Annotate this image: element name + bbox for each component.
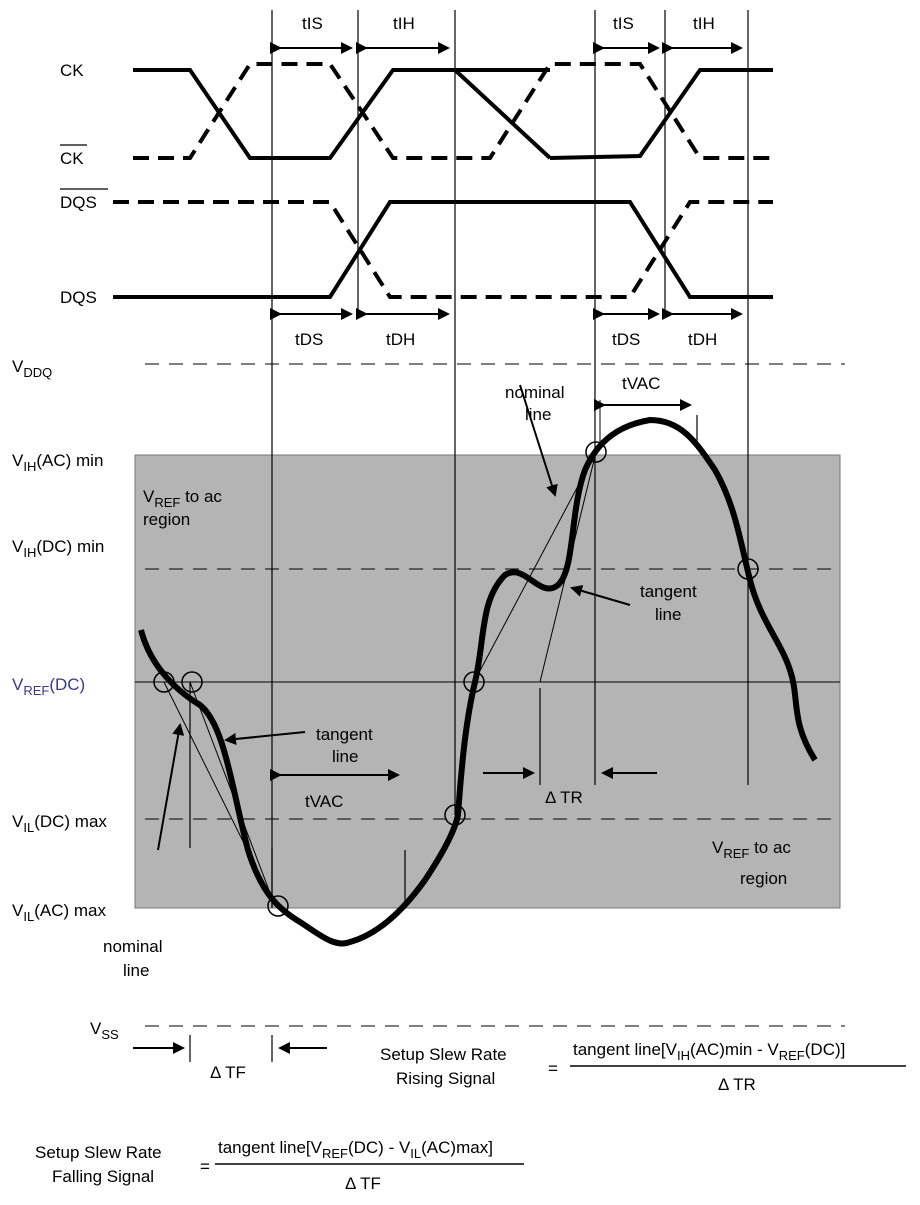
nominal-line-label-top: nominal bbox=[505, 383, 565, 402]
vertical-lines bbox=[189, 10, 749, 1062]
nominal-line-label-bottom-2: line bbox=[123, 961, 149, 980]
tih-label-2: tIH bbox=[693, 14, 715, 33]
falling-formula-label-1: Setup Slew Rate bbox=[35, 1143, 162, 1162]
delta-arrows bbox=[133, 767, 657, 1054]
vref-ac-top-label: VREF to ac bbox=[143, 487, 222, 510]
falling-formula-numerator: tangent line[VREF(DC) - VIL(AC)max] bbox=[218, 1138, 493, 1161]
tvac-label-bottom: tVAC bbox=[305, 792, 343, 811]
timing-arrows-top bbox=[270, 42, 743, 320]
rising-formula-label-2: Rising Signal bbox=[396, 1069, 495, 1088]
rising-formula-denominator: Δ TR bbox=[718, 1075, 756, 1094]
tvac-arrows bbox=[270, 399, 692, 781]
delta-tf-label: Δ TF bbox=[210, 1063, 246, 1082]
falling-signal-curve bbox=[138, 416, 818, 947]
tangent-line-label-right-2: line bbox=[655, 605, 681, 624]
ck-label: CK bbox=[60, 61, 84, 80]
vref-ac-bottom-label: VREF to ac bbox=[712, 838, 791, 861]
nominal-line-label-bottom: nominal bbox=[103, 937, 163, 956]
tds-label-1: tDS bbox=[295, 330, 323, 349]
intersection-markers bbox=[153, 441, 759, 917]
falling-formula-label-2: Falling Signal bbox=[52, 1167, 154, 1186]
vref-dc-label: VREF(DC) bbox=[12, 675, 85, 698]
vil-ac-label: VIL(AC) max bbox=[12, 901, 106, 924]
falling-formula-equals: = bbox=[200, 1157, 210, 1176]
ck-bar-waveform bbox=[133, 62, 773, 160]
dqs-label: DQS bbox=[60, 288, 97, 307]
tih-label-1: tIH bbox=[393, 14, 415, 33]
vil-dc-label: VIL(DC) max bbox=[12, 812, 107, 835]
vddq-label: VDDQ bbox=[12, 357, 52, 380]
rising-formula-label-1: Setup Slew Rate bbox=[380, 1045, 507, 1064]
ck-waveform bbox=[133, 68, 773, 160]
tdh-label-2: tDH bbox=[688, 330, 717, 349]
tis-label-1: tIS bbox=[302, 14, 323, 33]
rising-formula-numerator: tangent line[VIH(AC)min - VREF(DC)] bbox=[573, 1040, 845, 1063]
ck-bar-label: CK bbox=[60, 149, 84, 168]
dqs-waveform bbox=[113, 200, 773, 299]
tvac-label-top: tVAC bbox=[622, 374, 660, 393]
tds-label-2: tDS bbox=[612, 330, 640, 349]
nominal-line-label-top-2: line bbox=[525, 405, 551, 424]
vref-ac-top-label-2: region bbox=[143, 510, 190, 529]
level-lines bbox=[135, 363, 845, 1027]
tdh-label-1: tDH bbox=[386, 330, 415, 349]
tangent-line-label-right: tangent bbox=[640, 582, 697, 601]
falling-formula-denominator: Δ TF bbox=[345, 1174, 381, 1193]
delta-tr-label: Δ TR bbox=[545, 788, 583, 807]
vih-dc-label: VIH(DC) min bbox=[12, 537, 104, 560]
vref-ac-bottom-label-2: region bbox=[740, 869, 787, 888]
vss-label: VSS bbox=[90, 1019, 119, 1042]
dqs-bar-label: DQS bbox=[60, 193, 97, 212]
tis-label-2: tIS bbox=[613, 14, 634, 33]
annotation-arrows bbox=[157, 384, 631, 851]
tangent-line-label-left: tangent bbox=[316, 725, 373, 744]
dqs-bar-waveform bbox=[113, 200, 773, 299]
rising-formula-equals: = bbox=[548, 1059, 558, 1078]
vih-ac-label: VIH(AC) min bbox=[12, 451, 103, 474]
tangent-line-label-left-2: line bbox=[332, 747, 358, 766]
